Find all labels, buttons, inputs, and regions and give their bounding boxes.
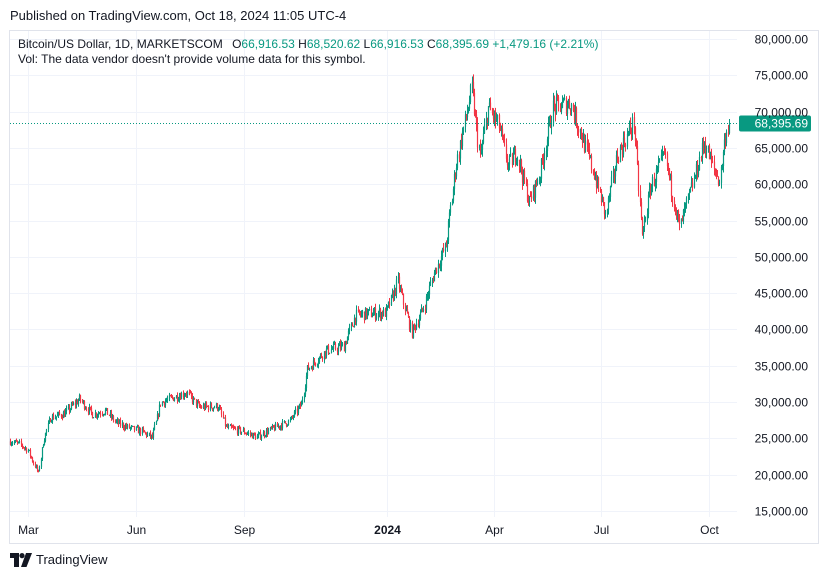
- open-value: 66,916.53: [241, 37, 295, 51]
- y-tick-label: 75,000.00: [755, 69, 809, 83]
- tradingview-logo[interactable]: TradingView: [10, 552, 108, 567]
- y-tick-label: 50,000.00: [755, 251, 809, 265]
- tradingview-logo-icon: [10, 552, 32, 567]
- price-axis: 15,000.00 20,000.00 25,000.00 30,000.00 35,0…: [755, 33, 809, 519]
- chart-legend: Bitcoin/US Dollar, 1D, MARKETSCOM O66,91…: [18, 36, 598, 52]
- x-tick-label: Mar: [18, 523, 39, 537]
- tradingview-brand: TradingView: [36, 552, 108, 567]
- volume-note: Vol: The data vendor doesn't provide vol…: [18, 52, 366, 66]
- close-value: 68,395.69: [435, 37, 490, 51]
- y-tick-label: 80,000.00: [755, 33, 809, 47]
- y-tick-label: 30,000.00: [755, 396, 809, 410]
- candles: [9, 74, 731, 473]
- close-label: C: [426, 37, 436, 51]
- y-tick-label: 70,000.00: [755, 106, 809, 120]
- y-tick-label: 60,000.00: [755, 178, 809, 192]
- x-tick-label: Oct: [700, 523, 719, 537]
- y-tick-label: 35,000.00: [755, 360, 809, 374]
- x-tick-label: Jun: [127, 523, 146, 537]
- high-label: H: [298, 37, 307, 51]
- last-price-label: 68,395.69: [755, 117, 809, 131]
- open-label: O: [232, 37, 242, 51]
- time-axis: Mar Jun Sep 2024 Apr Jul Oct: [18, 523, 719, 537]
- x-tick-label: Sep: [234, 523, 256, 537]
- y-tick-label: 15,000.00: [755, 505, 809, 519]
- symbol-title: Bitcoin/US Dollar, 1D, MARKETSCOM: [18, 37, 223, 51]
- last-price-badge: [739, 115, 811, 132]
- overlays: 68,395.69: [10, 115, 811, 132]
- chart-frame: [9, 30, 819, 544]
- published-caption: Published on TradingView.com, Oct 18, 20…: [10, 8, 347, 23]
- y-tick-label: 40,000.00: [755, 323, 809, 337]
- x-tick-label: Apr: [485, 523, 504, 537]
- high-value: 68,520.62: [306, 37, 361, 51]
- y-tick-label: 45,000.00: [755, 287, 809, 301]
- x-tick-label: Jul: [594, 523, 609, 537]
- grid-lines: [10, 31, 737, 517]
- low-label: L: [363, 37, 371, 51]
- y-tick-label: 25,000.00: [755, 432, 809, 446]
- y-tick-label: 55,000.00: [755, 215, 809, 229]
- y-tick-label: 65,000.00: [755, 142, 809, 156]
- change-value: +1,479.16 (+2.21%): [492, 37, 599, 51]
- x-tick-label: 2024: [374, 523, 401, 537]
- low-value: 66,916.53: [370, 37, 424, 51]
- y-tick-label: 20,000.00: [755, 469, 809, 483]
